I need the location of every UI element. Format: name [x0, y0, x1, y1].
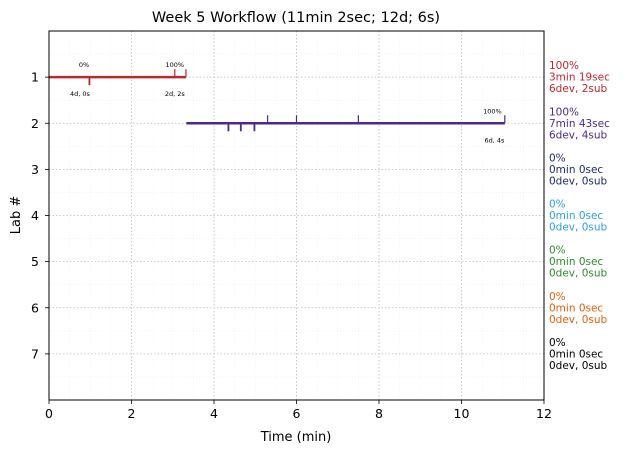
lab-2-annotation: 6d, 4s — [485, 136, 506, 144]
x-tick-label: 8 — [375, 406, 383, 421]
lab-1-summary-line: 100% — [549, 60, 579, 72]
lab-6-summary-line: 0dev, 0sub — [549, 314, 608, 326]
lab-4-summary-line: 0dev, 0sub — [549, 222, 608, 234]
y-tick-label: 3 — [31, 162, 39, 177]
lab-1-annotation: 100% — [166, 61, 185, 69]
lab-2-summary-line: 100% — [549, 106, 579, 118]
y-tick-label: 2 — [31, 116, 39, 131]
lab-1-annotation: 4d, 0s — [70, 90, 91, 98]
lab-7-summary-line: 0% — [549, 337, 566, 349]
lab-1-summary-line: 6dev, 2sub — [549, 83, 608, 95]
y-tick-label: 5 — [31, 254, 39, 269]
lab-6-summary-line: 0% — [549, 291, 566, 303]
y-tick-label: 4 — [31, 208, 39, 223]
lab-5-summary-line: 0% — [549, 245, 566, 257]
lab-6-summary-line: 0min 0sec — [549, 302, 603, 314]
y-axis-label: Lab # — [9, 196, 24, 235]
lab-4-summary-line: 0% — [549, 199, 566, 211]
plot-frame — [48, 30, 545, 401]
y-tick-label: 1 — [31, 70, 39, 85]
chart-title: Week 5 Workflow (11min 2sec; 12d; 6s) — [152, 10, 440, 26]
lab-1-summary-line: 3min 19sec — [549, 72, 610, 84]
lab-2-summary-line: 7min 43sec — [549, 118, 610, 130]
lab-5-summary-line: 0min 0sec — [549, 256, 603, 268]
x-tick-label: 4 — [210, 406, 218, 421]
lab-1-annotation: 0% — [79, 61, 89, 69]
lab-3-summary-line: 0dev, 0sub — [549, 175, 608, 187]
lab-4-summary-line: 0min 0sec — [549, 210, 603, 222]
x-tick-label: 10 — [454, 406, 470, 421]
lab-2-annotation: 100% — [483, 107, 502, 115]
lab-5-summary-line: 0dev, 0sub — [549, 268, 608, 280]
lab-1-annotation: 2d, 2s — [165, 90, 186, 98]
lab-7-summary-line: 0min 0sec — [549, 348, 603, 360]
lab-3-summary-line: 0min 0sec — [549, 164, 603, 176]
x-tick-label: 12 — [536, 406, 552, 421]
lab-2-summary-line: 6dev, 4sub — [549, 129, 608, 141]
lab-series: 0% 4d, 0s 100% 2d, 2s 100% 6d, 4s — [49, 61, 506, 144]
lab-7-summary-line: 0dev, 0sub — [549, 360, 608, 372]
x-tick-label: 2 — [128, 406, 136, 421]
lab-3-summary-line: 0% — [549, 152, 566, 164]
x-axis-label: Time (min) — [260, 430, 332, 445]
x-tick-label: 0 — [45, 406, 53, 421]
y-tick-label: 7 — [31, 346, 39, 361]
grid — [48, 31, 545, 400]
y-tick-label: 6 — [31, 300, 39, 315]
x-tick-label: 6 — [293, 406, 301, 421]
